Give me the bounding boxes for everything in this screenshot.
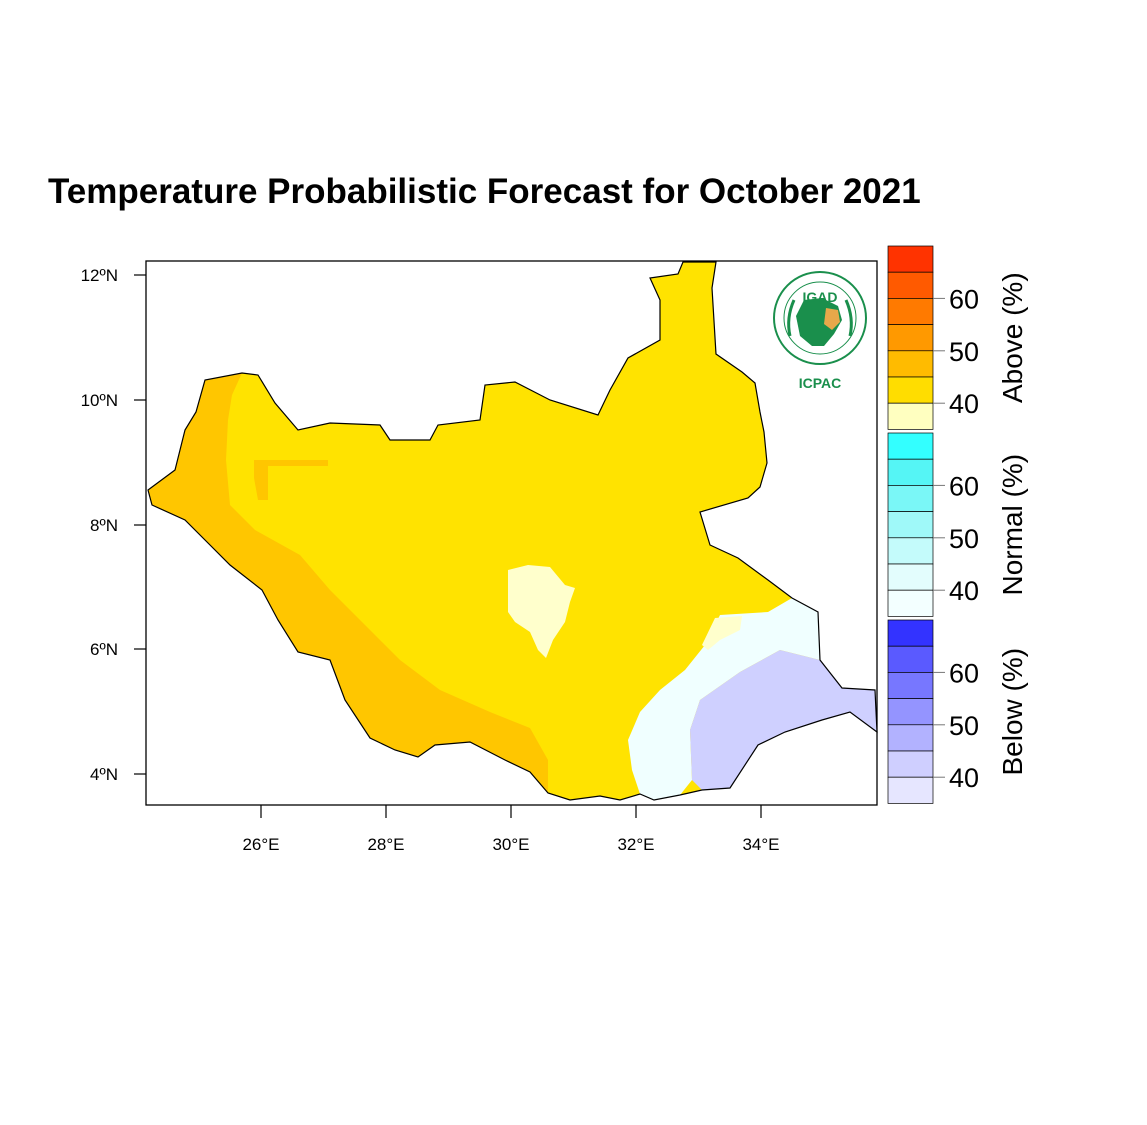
colorbar-swatch (887, 432, 934, 460)
lat-tick-label: 12ºN (81, 266, 118, 285)
country-border (147, 261, 878, 801)
colorbar-tick-label: 50 (949, 524, 979, 554)
lat-tick-label: 8ºN (90, 516, 118, 535)
colorbar-tick-label: 40 (949, 763, 979, 793)
colorbar-swatch (887, 589, 934, 617)
colorbar-swatch (887, 271, 934, 299)
colorbar-swatch (887, 245, 934, 273)
lat-tick-label: 10ºN (81, 391, 118, 410)
colorbar-group-label: Above (%) (997, 272, 1028, 403)
lon-axis: 26°E 28°E 30°E 32°E 34°E (242, 805, 780, 854)
colorbar-swatch (887, 750, 934, 778)
colorbar-swatch (887, 776, 934, 804)
logo-igad-text: IGAD (803, 289, 838, 305)
colorbar-tick-label: 60 (949, 284, 979, 314)
colorbar-tick-label: 50 (949, 711, 979, 741)
igad-region-icon (824, 308, 840, 330)
colorbar-swatch (887, 672, 934, 699)
logo-icpac-text: ICPAC (799, 375, 842, 391)
laurel-left-icon (787, 299, 796, 337)
colorbar-tick-label: 40 (949, 576, 979, 606)
lon-tick-label: 34°E (742, 835, 779, 854)
lat-tick-label: 4ºN (90, 765, 118, 784)
lon-tick-label: 32°E (617, 835, 654, 854)
colorbar-swatch (887, 376, 934, 404)
colorbar-group-label: Normal (%) (997, 454, 1028, 596)
colorbar: 60 50 40 Above (%) 60 50 40 Normal (%) 60 50 40 Bel… (887, 245, 1028, 804)
colorbar-swatch (887, 485, 934, 512)
lat-tick-label: 6ºN (90, 640, 118, 659)
colorbar-swatch (887, 563, 934, 591)
colorbar-tick-label: 50 (949, 337, 979, 367)
colorbar-swatch (887, 619, 934, 647)
region-above-45-north (254, 460, 328, 500)
colorbar-swatch (887, 724, 934, 752)
lon-tick-label: 28°E (367, 835, 404, 854)
lat-axis: 12ºN 10ºN 8ºN 6ºN 4ºN (81, 266, 146, 784)
colorbar-swatch (887, 698, 934, 726)
region-above-low-east (702, 616, 742, 650)
colorbar-swatch (887, 511, 934, 539)
map-title: Temperature Probabilistic Forecast for O… (48, 172, 921, 211)
region-above-low (508, 565, 575, 658)
colorbar-swatch (887, 324, 934, 352)
colorbar-swatch (887, 298, 934, 325)
lon-tick-label: 26°E (242, 835, 279, 854)
colorbar-swatch (887, 645, 934, 673)
laurel-right-icon (844, 299, 853, 337)
lon-tick-label: 30°E (492, 835, 529, 854)
region-above-45 (148, 373, 548, 793)
colorbar-swatch (887, 458, 934, 486)
colorbar-tick-label: 60 (949, 471, 979, 501)
region-below-40 (690, 650, 877, 790)
colorbar-tick-label: 60 (949, 658, 979, 688)
colorbar-swatch (887, 537, 934, 565)
colorbar-swatch (887, 350, 934, 378)
colorbar-swatch (887, 402, 934, 430)
colorbar-tick-label: 40 (949, 389, 979, 419)
igad-logo: IGAD ICPAC (773, 271, 867, 391)
colorbar-group-label: Below (%) (997, 648, 1028, 776)
region-normal-low (628, 598, 820, 800)
